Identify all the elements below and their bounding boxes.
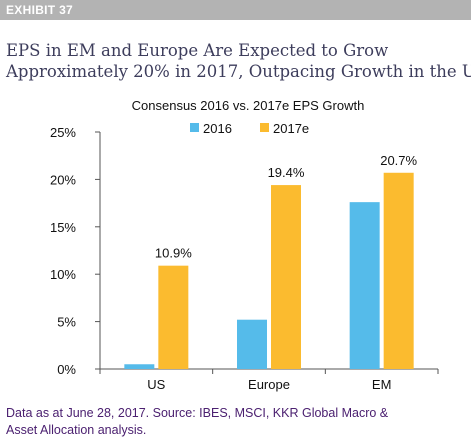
headline-line-1: EPS in EM and Europe Are Expected to Gro…: [6, 41, 389, 60]
chart-bars: [124, 172, 414, 369]
chart-legend: 2016 2017e: [190, 121, 309, 136]
chart-axes: 0% 5% 10% 15% 20% 25% US Europe EM: [50, 125, 439, 392]
y-tick-label: 15%: [50, 220, 76, 235]
y-tick-label: 25%: [50, 125, 76, 140]
bar-2017e-us: [158, 265, 189, 369]
bar-2017e-em: [383, 172, 414, 369]
y-tick-label: 5%: [57, 315, 76, 330]
data-label-2017e-em: 20.7%: [380, 153, 417, 168]
x-tick-label: EM: [372, 377, 392, 392]
exhibit-label: EXHIBIT 37: [6, 3, 74, 17]
x-tick-label: US: [147, 377, 165, 392]
source-footnote: Data as at June 28, 2017. Source: IBES, …: [6, 405, 466, 439]
data-label-2017e-europe: 19.4%: [268, 165, 305, 180]
bar-2017e-europe: [271, 185, 301, 369]
bar-chart: Consensus 2016 vs. 2017e EPS Growth 2016…: [50, 98, 439, 392]
y-tick-label: 20%: [50, 172, 76, 187]
x-tick-label: Europe: [248, 377, 290, 392]
y-tick-label: 0%: [57, 362, 76, 377]
y-tick-label: 10%: [50, 267, 76, 282]
chart-data-labels: 10.9% 19.4% 20.7%: [155, 153, 418, 261]
bar-2016-us: [124, 364, 155, 369]
legend-swatch-2017e: [260, 123, 269, 132]
legend-label-2016: 2016: [203, 121, 232, 136]
chart-title: Consensus 2016 vs. 2017e EPS Growth: [132, 98, 365, 113]
footnote-line-2: Asset Allocation analysis.: [6, 423, 147, 437]
headline-line-2: Approximately 20% in 2017, Outpacing Gro…: [6, 62, 471, 81]
data-label-2017e-us: 10.9%: [155, 246, 192, 261]
footnote-line-1: Data as at June 28, 2017. Source: IBES, …: [6, 406, 389, 420]
bar-2016-em: [349, 202, 380, 369]
legend-label-2017e: 2017e: [273, 121, 309, 136]
exhibit-header-bar: EXHIBIT 37: [0, 0, 471, 20]
bar-2016-europe: [237, 319, 267, 369]
chart-headline: EPS in EM and Europe Are Expected to Gro…: [6, 40, 471, 82]
legend-swatch-2016: [190, 123, 199, 132]
